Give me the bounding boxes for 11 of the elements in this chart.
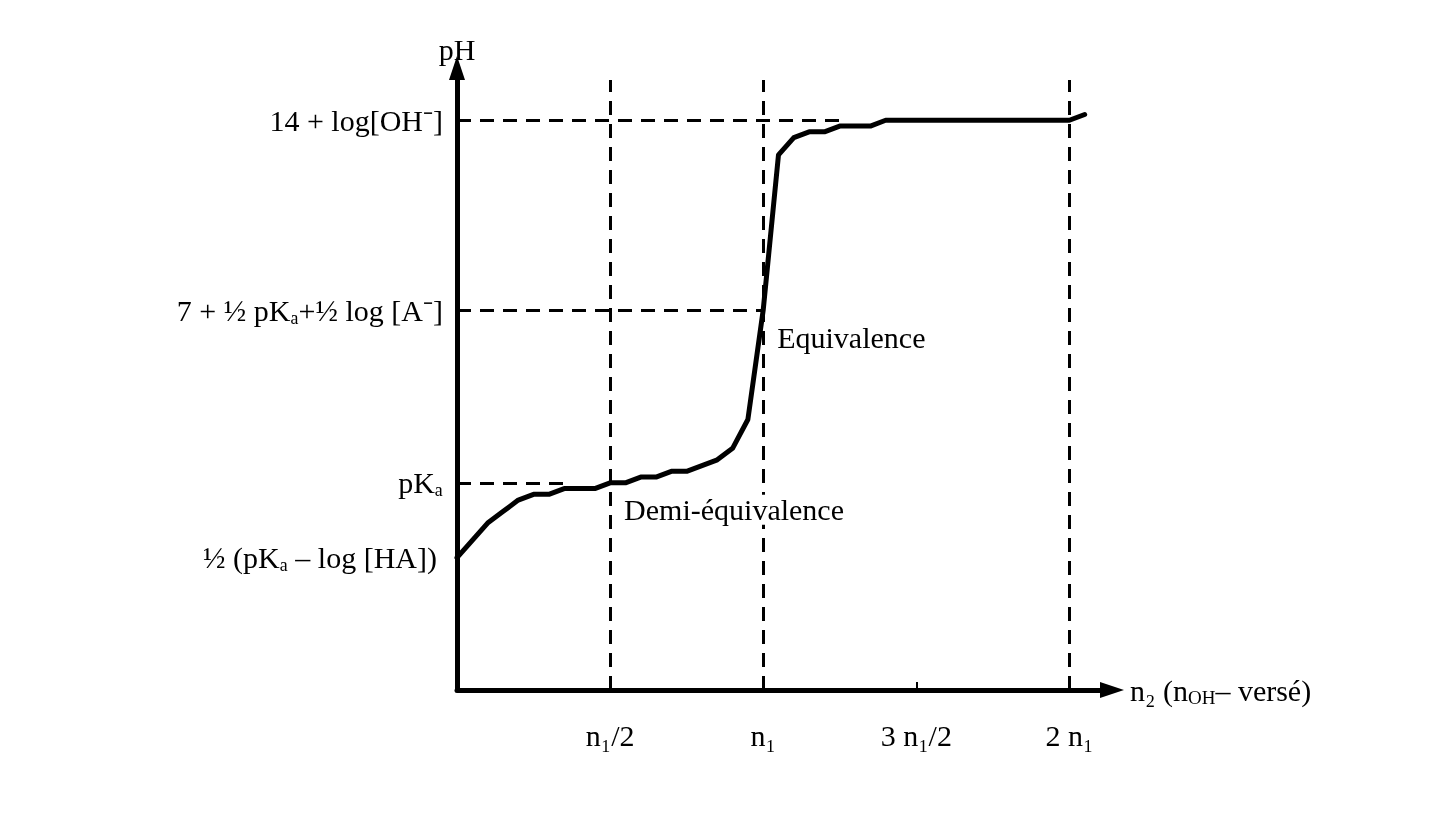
x-tick-label: 3 n₁/2 — [880, 718, 952, 752]
x-tick-label: n₁ — [750, 718, 776, 752]
ref-line-label: pKₐ — [398, 466, 443, 500]
ref-line-label: 14 + log[OH⁻] — [269, 103, 443, 137]
annotation: Demi-équivalence — [624, 493, 844, 527]
annotation: Equivalence — [777, 320, 926, 354]
x-tick-label: n₁/2 — [585, 718, 635, 752]
text: ½ (pKₐ – log [HA]) — [203, 541, 437, 576]
ref-line-label: 7 + ½ pKₐ+½ log [A⁻] — [176, 293, 443, 327]
x-tick-label: 2 n₁ — [1045, 718, 1094, 752]
y-axis-title: pH — [438, 32, 476, 66]
